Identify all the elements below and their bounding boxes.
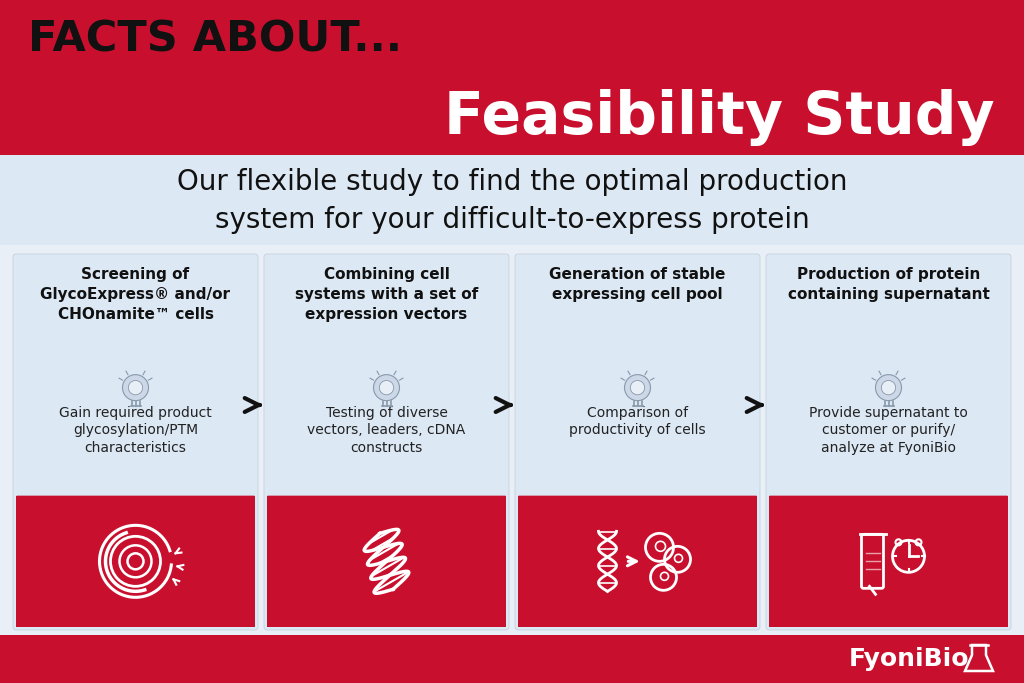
Text: FyoniBio: FyoniBio bbox=[849, 647, 969, 671]
Bar bbox=[769, 496, 1008, 627]
Circle shape bbox=[882, 380, 896, 395]
Circle shape bbox=[379, 380, 393, 395]
Text: Comparison of
productivity of cells: Comparison of productivity of cells bbox=[569, 406, 706, 438]
Circle shape bbox=[128, 380, 142, 395]
FancyBboxPatch shape bbox=[264, 254, 509, 630]
Text: Our flexible study to find the optimal production: Our flexible study to find the optimal p… bbox=[177, 168, 847, 196]
FancyBboxPatch shape bbox=[515, 254, 760, 630]
Bar bbox=[16, 496, 255, 627]
Bar bbox=[0, 155, 1024, 245]
Text: Feasibility Study: Feasibility Study bbox=[443, 89, 994, 145]
Circle shape bbox=[625, 375, 650, 401]
Bar bbox=[518, 496, 757, 627]
Text: Screening of
GlycoExpress® and/or
CHOnamite™ cells: Screening of GlycoExpress® and/or CHOnam… bbox=[41, 267, 230, 322]
Bar bbox=[0, 635, 1024, 683]
Text: Combining cell
systems with a set of
expression vectors: Combining cell systems with a set of exp… bbox=[295, 267, 478, 322]
Text: FACTS ABOUT...: FACTS ABOUT... bbox=[28, 18, 402, 60]
FancyBboxPatch shape bbox=[16, 496, 255, 626]
Text: Production of protein
containing supernatant: Production of protein containing superna… bbox=[787, 267, 989, 302]
Circle shape bbox=[123, 375, 148, 401]
FancyBboxPatch shape bbox=[769, 496, 1008, 626]
Text: Gain required product
glycosylation/PTM
characteristics: Gain required product glycosylation/PTM … bbox=[59, 406, 212, 456]
Bar bbox=[0, 0, 1024, 155]
FancyBboxPatch shape bbox=[13, 254, 258, 630]
FancyBboxPatch shape bbox=[518, 496, 757, 626]
Bar bbox=[267, 496, 506, 627]
Text: Generation of stable
expressing cell pool: Generation of stable expressing cell poo… bbox=[549, 267, 726, 302]
Circle shape bbox=[876, 375, 901, 401]
Text: Provide supernatant to
customer or purify/
analyze at FyoniBio: Provide supernatant to customer or purif… bbox=[809, 406, 968, 456]
Circle shape bbox=[374, 375, 399, 401]
FancyBboxPatch shape bbox=[267, 496, 506, 626]
Text: system for your difficult-to-express protein: system for your difficult-to-express pro… bbox=[215, 206, 809, 234]
Circle shape bbox=[631, 380, 645, 395]
Text: Testing of diverse
vectors, leaders, cDNA
constructs: Testing of diverse vectors, leaders, cDN… bbox=[307, 406, 466, 456]
FancyBboxPatch shape bbox=[766, 254, 1011, 630]
